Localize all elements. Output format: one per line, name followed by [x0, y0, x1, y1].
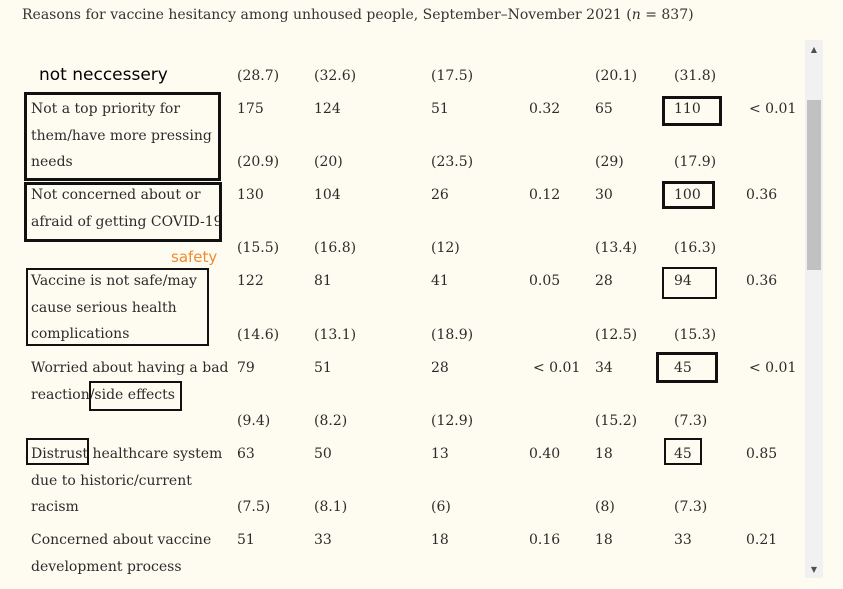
- pct-cell: (23.5): [431, 154, 474, 170]
- vertical-scrollbar[interactable]: ▲ ▼: [805, 40, 823, 578]
- caption-suffix: = 837): [640, 7, 694, 23]
- value-cell: 33: [314, 532, 332, 548]
- value-cell: 100: [674, 187, 701, 203]
- value-cell: 18: [431, 532, 449, 548]
- highlight-box: [656, 352, 718, 383]
- value-cell: 33: [674, 532, 692, 548]
- highlight-box: [662, 181, 715, 209]
- row-label: Concerned about vaccine development proc…: [31, 532, 212, 575]
- pct-cell: (31.8): [674, 68, 717, 84]
- value-cell: 0.16: [529, 532, 561, 548]
- value-cell: 122: [237, 273, 264, 289]
- value-cell: 18: [595, 532, 613, 548]
- scroll-thumb[interactable]: [807, 100, 821, 270]
- highlight-box: [24, 182, 222, 242]
- pct-cell: (8.2): [314, 413, 348, 429]
- value-cell: 51: [431, 101, 449, 117]
- row-label: Not concerned about or afraid of getting…: [31, 187, 223, 230]
- value-cell: 45: [674, 360, 692, 376]
- caption-n: n: [631, 7, 641, 23]
- value-cell: 110: [674, 101, 701, 117]
- value-cell: 28: [595, 273, 613, 289]
- pct-cell: (8): [595, 499, 615, 515]
- pct-cell: (9.4): [237, 413, 271, 429]
- value-cell: 81: [314, 273, 332, 289]
- value-cell: 130: [237, 187, 264, 203]
- pct-cell: (7.5): [237, 499, 271, 515]
- value-cell: 50: [314, 446, 332, 462]
- pct-cell: (7.3): [674, 413, 708, 429]
- annotation-safety: safety: [171, 248, 218, 266]
- value-cell: 124: [314, 101, 341, 117]
- value-cell: 65: [595, 101, 613, 117]
- value-cell: 51: [237, 532, 255, 548]
- highlight-box: [662, 267, 717, 299]
- value-cell: 0.36: [746, 187, 778, 203]
- value-cell: 0.12: [529, 187, 561, 203]
- row-label: Worried about having a bad reaction/side…: [31, 360, 229, 403]
- pct-cell: (16.3): [674, 240, 717, 256]
- value-cell: 0.36: [746, 273, 778, 289]
- caption-prefix: Reasons for vaccine hesitancy among unho…: [22, 7, 632, 23]
- pct-cell: (12): [431, 240, 460, 256]
- highlight-box: [26, 268, 209, 346]
- pct-cell: (17.5): [431, 68, 474, 84]
- scroll-down-arrow-icon[interactable]: ▼: [810, 564, 818, 574]
- value-cell: 175: [237, 101, 264, 117]
- value-cell: 94: [674, 273, 692, 289]
- value-cell: 0.05: [529, 273, 561, 289]
- value-cell: < 0.01: [749, 360, 797, 376]
- pct-cell: (32.6): [314, 68, 357, 84]
- pct-cell: (15.3): [674, 327, 717, 343]
- pct-cell: (16.8): [314, 240, 357, 256]
- pct-cell: (20): [314, 154, 343, 170]
- pct-cell: (20.1): [595, 68, 638, 84]
- value-cell: 104: [314, 187, 341, 203]
- row-label: Not a top priority for them/have more pr…: [31, 101, 212, 170]
- pct-cell: (7.3): [674, 499, 708, 515]
- highlight-box: [662, 96, 722, 126]
- pct-cell: (20.9): [237, 154, 280, 170]
- value-cell: 13: [431, 446, 449, 462]
- pct-cell: (17.9): [674, 154, 717, 170]
- scroll-up-arrow-icon[interactable]: ▲: [810, 44, 818, 54]
- pct-cell: (8.1): [314, 499, 348, 515]
- highlight-box: [89, 381, 182, 411]
- value-cell: 0.21: [746, 532, 778, 548]
- value-cell: 0.32: [529, 101, 561, 117]
- row-label: Distrust healthcare system due to histor…: [31, 446, 223, 515]
- value-cell: < 0.01: [749, 101, 797, 117]
- value-cell: 34: [595, 360, 613, 376]
- pct-cell: (15.5): [237, 240, 280, 256]
- pct-cell: (18.9): [431, 327, 474, 343]
- pct-cell: (15.2): [595, 413, 638, 429]
- pct-cell: (12.9): [431, 413, 474, 429]
- pct-cell: (6): [431, 499, 451, 515]
- highlight-box: [24, 92, 221, 181]
- pct-cell: (13.1): [314, 327, 357, 343]
- highlight-box: [664, 438, 702, 465]
- table-scroll-area: not neccessery safety (28.7) (32.6) (17.…: [0, 40, 805, 589]
- value-cell: 41: [431, 273, 449, 289]
- pct-cell: (29): [595, 154, 624, 170]
- value-cell: 51: [314, 360, 332, 376]
- table-caption: Reasons for vaccine hesitancy among unho…: [22, 7, 694, 23]
- value-cell: 0.40: [529, 446, 561, 462]
- pct-cell: (14.6): [237, 327, 280, 343]
- pct-cell: (28.7): [237, 68, 280, 84]
- value-cell: 79: [237, 360, 255, 376]
- value-cell: 28: [431, 360, 449, 376]
- value-cell: 0.85: [746, 446, 778, 462]
- value-cell: 45: [674, 446, 692, 462]
- highlight-box: [26, 438, 89, 465]
- value-cell: 18: [595, 446, 613, 462]
- value-cell: 30: [595, 187, 613, 203]
- row-label: Vaccine is not safe/may cause serious he…: [31, 273, 197, 342]
- value-cell: 63: [237, 446, 255, 462]
- annotation-not-necessary: not neccessery: [39, 65, 168, 85]
- pct-cell: (12.5): [595, 327, 638, 343]
- pct-cell: (13.4): [595, 240, 638, 256]
- value-cell: 26: [431, 187, 449, 203]
- value-cell: < 0.01: [533, 360, 581, 376]
